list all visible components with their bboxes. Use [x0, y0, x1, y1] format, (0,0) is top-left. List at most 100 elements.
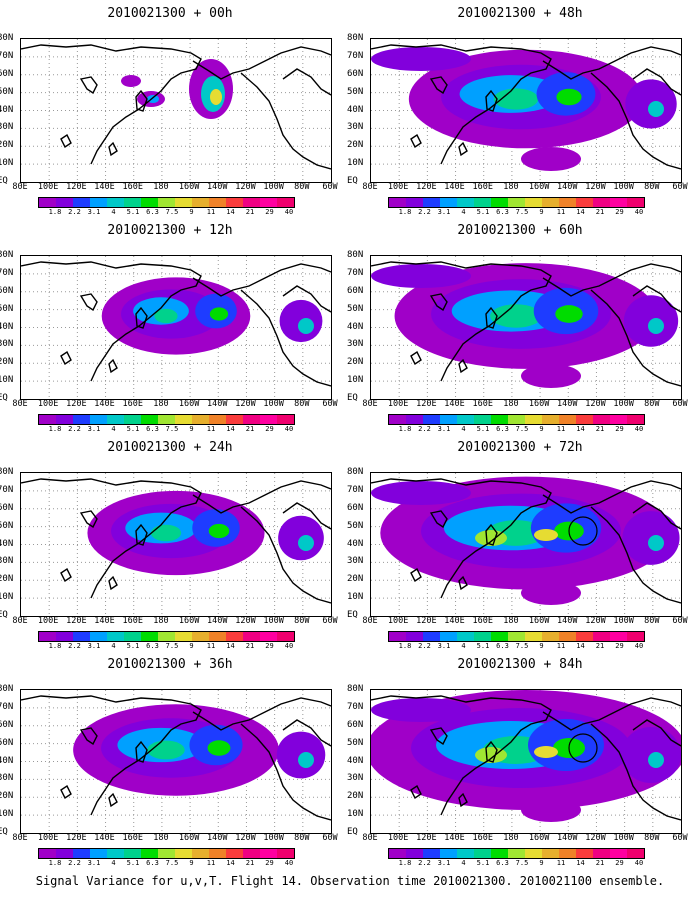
colorbar-label: 2.2: [68, 208, 81, 216]
lat-tick-label: 10N: [0, 375, 14, 386]
lon-tick-label: 60W: [672, 182, 688, 192]
lon-tick-label: 120W: [235, 833, 256, 843]
panel-title: 2010021300 + 24h: [107, 440, 233, 455]
colorbar-label: 7.5: [165, 208, 179, 216]
lon-tick-label: 60W: [672, 833, 688, 843]
lon-tick-label: 80E: [12, 616, 28, 626]
lon-tick-label: 100E: [37, 182, 59, 192]
map-panel: 2010021300 + 48h 80N 70N 60N 50N 40N 30N 20N 10N…: [347, 0, 690, 216]
colorbar-swatch: [209, 849, 226, 858]
panel-title: 2010021300 + 84h: [457, 657, 583, 672]
colorbar-swatch: [226, 849, 243, 858]
lon-tick-label: 140W: [557, 616, 578, 626]
lat-tick-label: 10N: [347, 592, 364, 603]
colorbar-label: 29: [615, 859, 624, 867]
map-panel: 2010021300 + 24h 80N 70N 60N 50N 40N 30N 20N 10N…: [0, 434, 340, 650]
variance-shading: [521, 798, 581, 822]
colorbar-label: 6.3: [146, 642, 159, 650]
colorbar-swatch: [158, 632, 175, 641]
colorbar-swatch: [175, 198, 192, 207]
lon-tick-label: 80W: [294, 833, 310, 843]
coastline: [79, 510, 98, 529]
variance-shading: [521, 364, 581, 388]
lat-tick-label: 70N: [0, 484, 14, 495]
lat-tick-label: 10N: [0, 809, 14, 820]
map-plot-area: [370, 689, 682, 834]
coastline: [79, 293, 98, 312]
variance-shading: [555, 305, 583, 323]
colorbar-swatch: [56, 849, 73, 858]
lat-tick-label: 60N: [0, 719, 14, 730]
lon-tick-label: 120E: [66, 616, 87, 626]
coastline: [240, 72, 331, 170]
lat-tick-label: 20N: [0, 791, 14, 802]
colorbar-swatch: [107, 198, 124, 207]
variance-shading: [207, 740, 231, 756]
lat-tick-label: 50N: [0, 737, 14, 748]
map-plot-area: [370, 472, 682, 617]
colorbar-swatch: [389, 198, 406, 207]
colorbar: [388, 631, 645, 642]
lat-tick-label: 80N: [347, 33, 364, 43]
coastline: [108, 141, 118, 157]
variance-shading: [147, 740, 185, 760]
colorbar-label: 14: [576, 859, 585, 867]
colorbar-label: 14: [226, 642, 235, 650]
colorbar-label: 5.1: [126, 425, 140, 433]
colorbar: [388, 848, 645, 859]
colorbar-label: 14: [226, 425, 235, 433]
lat-tick-label: 10N: [0, 158, 14, 169]
coastline: [632, 68, 681, 96]
lon-tick-label: 140E: [444, 616, 465, 626]
lon-tick-label: 100E: [387, 182, 409, 192]
lon-tick-label: 140W: [557, 182, 578, 192]
colorbar-label: 2.2: [418, 425, 431, 433]
colorbar-label: 29: [615, 642, 624, 650]
lon-tick-label: 160W: [528, 616, 550, 626]
lon-tick-label: 80E: [362, 616, 378, 626]
lat-tick-label: 60N: [347, 68, 364, 79]
coastline: [60, 567, 72, 583]
colorbar: [38, 848, 295, 859]
colorbar-swatch: [192, 198, 209, 207]
lat-tick-label: 80N: [0, 33, 14, 43]
lon-tick-label: 140E: [94, 616, 115, 626]
map-panel: 2010021300 + 36h 80N 70N 60N 50N 40N 30N 20N 10N…: [0, 651, 340, 867]
lat-tick-label: 60N: [0, 68, 14, 79]
coastline: [542, 46, 681, 80]
colorbar-swatch: [124, 849, 141, 858]
lon-tick-label: 120E: [66, 182, 87, 192]
coastline: [632, 719, 681, 747]
lat-tick-label: 50N: [0, 520, 14, 531]
colorbar-swatch: [158, 198, 175, 207]
coastline: [410, 567, 422, 583]
lon-tick-label: 120E: [66, 399, 87, 409]
colorbar-swatch: [389, 849, 406, 858]
lon-tick-label: 140E: [444, 833, 465, 843]
lon-tick-label: 120E: [416, 616, 437, 626]
colorbar-swatch: [124, 632, 141, 641]
colorbar-label: 3.1: [437, 859, 451, 867]
lat-tick-label: 60N: [0, 502, 14, 513]
lat-tick-label: 10N: [347, 375, 364, 386]
lon-tick-label: 100W: [613, 182, 634, 192]
colorbar-swatch: [440, 415, 457, 424]
colorbar-label: 1.8: [48, 859, 62, 867]
lon-tick-label: 100E: [37, 399, 59, 409]
colorbar-label: 14: [576, 208, 585, 216]
colorbar-label: 4: [461, 425, 466, 433]
coastline: [542, 697, 681, 731]
colorbar-swatch: [260, 415, 277, 424]
colorbar-label: 9: [539, 208, 544, 216]
coastline: [485, 740, 498, 763]
lon-tick-label: 160E: [122, 182, 143, 192]
colorbar-label: 4: [111, 859, 116, 867]
colorbar-swatch: [627, 632, 644, 641]
colorbar-label: 6.3: [146, 425, 159, 433]
colorbar-label: 29: [265, 425, 274, 433]
colorbar-swatch: [158, 415, 175, 424]
colorbar-swatch: [593, 632, 610, 641]
colorbar-label: 1.8: [398, 642, 412, 650]
colorbar-label: 6.3: [496, 425, 509, 433]
colorbar-swatch: [576, 849, 593, 858]
